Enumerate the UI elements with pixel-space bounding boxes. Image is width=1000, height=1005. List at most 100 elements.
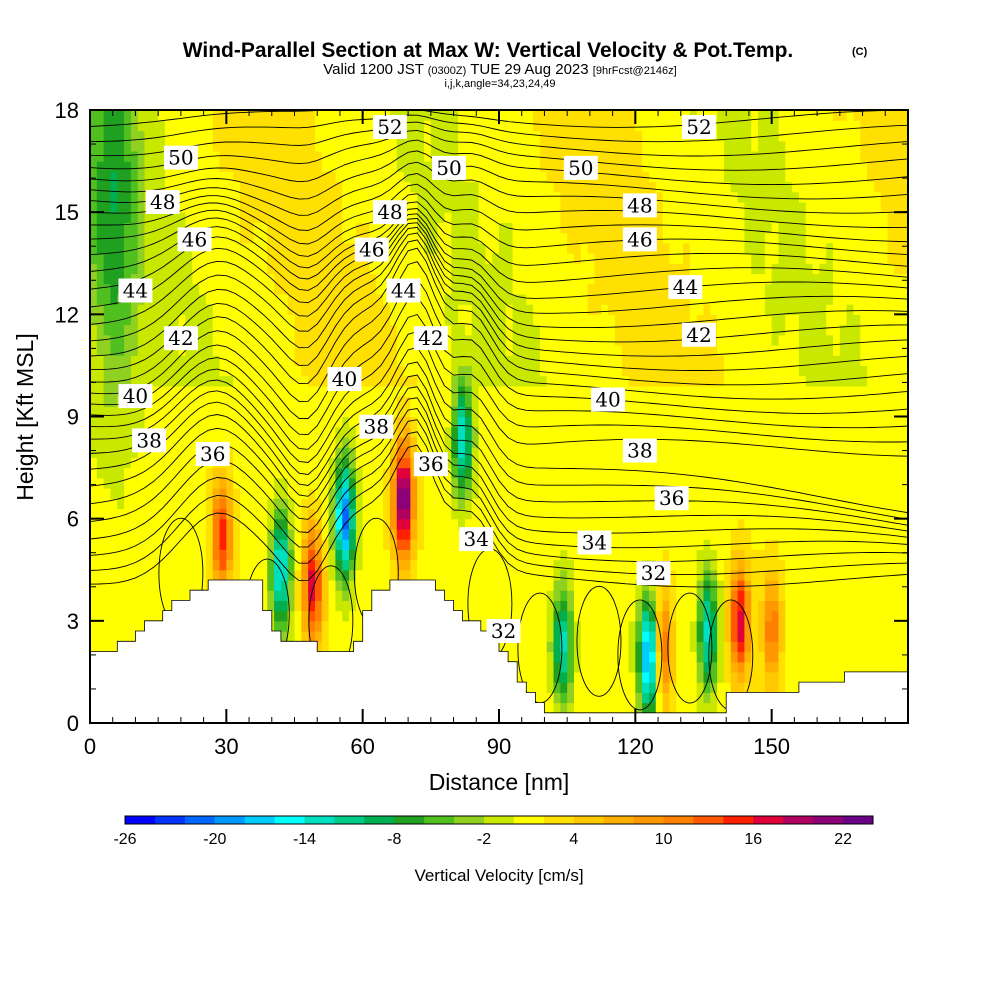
velocity-cell [628, 355, 636, 367]
velocity-cell [546, 631, 555, 642]
velocity-cell [314, 191, 323, 203]
velocity-cell [151, 549, 159, 561]
velocity-cell [314, 385, 323, 397]
velocity-cell [383, 447, 391, 458]
velocity-cell [349, 293, 357, 305]
velocity-cell [573, 671, 582, 683]
velocity-cell [601, 150, 609, 162]
velocity-cell [158, 590, 166, 601]
velocity-cell [608, 181, 616, 193]
velocity-cell [526, 191, 534, 203]
velocity-cell [314, 355, 323, 367]
velocity-cell [560, 590, 568, 601]
velocity-cell [505, 150, 514, 162]
velocity-cell [567, 375, 575, 387]
velocity-cell [260, 263, 268, 275]
velocity-cell [239, 396, 248, 407]
velocity-cell [192, 212, 200, 223]
velocity-cell [342, 110, 350, 121]
velocity-cell [253, 528, 262, 540]
velocity-cell [267, 528, 275, 540]
velocity-cell [424, 171, 432, 183]
velocity-cell [171, 457, 180, 469]
velocity-cell [485, 385, 493, 397]
velocity-cell [349, 344, 357, 356]
velocity-cell [519, 590, 527, 601]
velocity-cell [539, 528, 548, 540]
velocity-cell [151, 579, 159, 591]
velocity-cell [621, 150, 630, 162]
velocity-cell [410, 130, 418, 142]
velocity-cell [430, 498, 439, 510]
velocity-cell [274, 110, 282, 121]
velocity-cell [103, 610, 112, 622]
velocity-cell [519, 201, 527, 213]
velocity-cell [90, 191, 98, 203]
velocity-cell [505, 375, 514, 387]
velocity-cell [424, 549, 432, 561]
velocity-cell [485, 406, 493, 418]
velocity-cell [526, 600, 534, 612]
velocity-cell [580, 406, 589, 418]
velocity-cell [458, 447, 466, 458]
velocity-cell [464, 569, 473, 581]
velocity-cell [533, 579, 541, 591]
velocity-cell [628, 120, 636, 132]
velocity-cell [267, 406, 275, 418]
velocity-cell [294, 406, 302, 418]
velocity-cell [260, 110, 268, 121]
velocity-cell [342, 334, 350, 346]
velocity-cell [376, 569, 384, 581]
velocity-cell [526, 385, 534, 397]
velocity-cell [280, 253, 289, 264]
velocity-cell [417, 549, 425, 561]
velocity-cell [233, 344, 241, 356]
velocity-cell [178, 365, 187, 377]
velocity-cell [314, 150, 323, 162]
velocity-cell [239, 283, 248, 295]
velocity-cell [219, 406, 227, 418]
velocity-cell [512, 150, 521, 162]
velocity-cell [526, 477, 534, 489]
velocity-cell [212, 110, 221, 121]
velocity-cell [369, 396, 377, 407]
velocity-cell [280, 559, 289, 571]
velocity-cell [226, 181, 234, 193]
velocity-cell [587, 631, 596, 642]
velocity-cell [158, 253, 166, 264]
velocity-cell [233, 222, 241, 234]
velocity-cell [526, 396, 534, 407]
velocity-cell [137, 201, 146, 213]
velocity-cell [151, 447, 159, 458]
velocity-cell [144, 355, 152, 367]
velocity-cell [499, 539, 507, 550]
velocity-cell [499, 304, 507, 315]
velocity-cell [464, 191, 473, 203]
velocity-cell [539, 498, 548, 510]
velocity-cell [519, 253, 527, 264]
velocity-cell [464, 324, 473, 336]
velocity-cell [287, 273, 296, 285]
velocity-cell [205, 181, 214, 193]
velocity-cell [471, 110, 480, 121]
velocity-cell [260, 120, 268, 132]
velocity-cell [580, 365, 589, 377]
velocity-cell [648, 161, 657, 172]
velocity-cell [301, 150, 309, 162]
velocity-cell [199, 406, 207, 418]
velocity-cell [471, 242, 480, 254]
velocity-cell [212, 355, 221, 367]
velocity-cell [464, 457, 473, 469]
velocity-cell [628, 631, 636, 642]
velocity-cell [437, 416, 446, 428]
velocity-cell [546, 253, 555, 264]
velocity-cell [185, 498, 193, 510]
velocity-cell [342, 641, 350, 653]
velocity-cell [451, 447, 459, 458]
velocity-cell [430, 539, 439, 550]
velocity-cell [205, 467, 214, 479]
velocity-cell [539, 150, 548, 162]
velocity-cell [471, 569, 480, 581]
velocity-cell [362, 477, 371, 489]
velocity-cell [280, 324, 289, 336]
